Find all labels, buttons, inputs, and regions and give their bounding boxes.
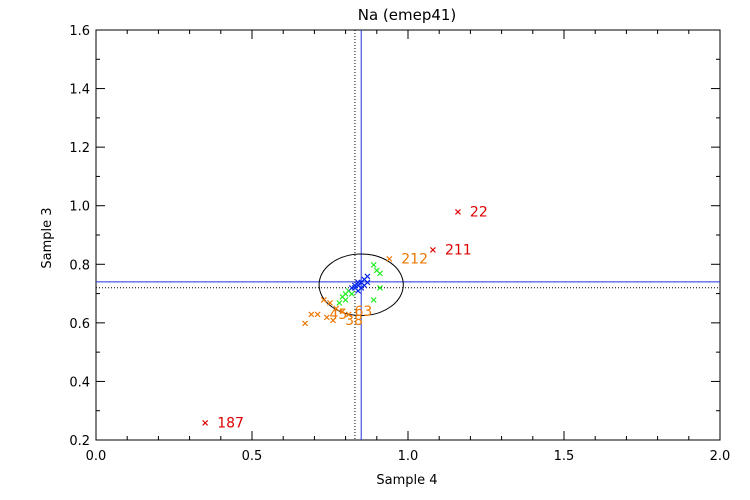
data-point: × xyxy=(307,310,315,321)
data-point: × xyxy=(313,310,321,321)
data-point: × xyxy=(351,283,359,294)
x-axis-label: Sample 4 xyxy=(376,473,437,488)
y-tick-label: 0.4 xyxy=(69,375,90,390)
confidence-ellipse xyxy=(318,253,404,317)
x-tick-label: 2.0 xyxy=(710,449,731,464)
y-tick-label: 0.8 xyxy=(69,258,90,273)
data-point: × xyxy=(357,277,365,288)
data-point-label: 45 xyxy=(330,307,348,323)
data-point: × xyxy=(351,280,359,291)
plot-area: 0.0 0.5 1.0 1.5 2.0 0.2 0.4 0.6 0.8 1.0 1.2 1.4 1.6 ×… xyxy=(69,24,730,464)
x-tick-label: 1.0 xyxy=(398,449,419,464)
data-point: × xyxy=(335,298,343,309)
y-tick-label: 1.0 xyxy=(69,200,90,215)
data-point: × xyxy=(332,304,340,315)
data-point: × xyxy=(351,283,359,294)
chart-title: Na (emep41) xyxy=(358,6,457,24)
data-point: × xyxy=(360,274,368,285)
data-point: × xyxy=(376,283,384,294)
data-point: × xyxy=(341,289,349,300)
data-point: × xyxy=(329,315,337,326)
data-point-label: 63 xyxy=(354,304,372,320)
data-point: × xyxy=(301,318,309,329)
data-point: × xyxy=(354,286,362,297)
x-tick-label: 1.5 xyxy=(554,449,575,464)
data-point: × xyxy=(201,418,209,429)
data-point-label: 38 xyxy=(345,313,363,329)
data-point: × xyxy=(363,277,371,288)
y-tick-label: 0.6 xyxy=(69,317,90,332)
data-point: × xyxy=(373,266,381,277)
data-point: × xyxy=(320,295,328,306)
data-point: × xyxy=(345,310,353,321)
y-tick-label: 0.2 xyxy=(69,434,90,449)
data-point: × xyxy=(338,307,346,318)
data-point-label: 211 xyxy=(445,243,472,259)
data-point-label: 187 xyxy=(217,415,244,431)
data-point: × xyxy=(369,260,377,271)
x-tick-label: 0.5 xyxy=(242,449,263,464)
data-point: × xyxy=(345,286,353,297)
data-point: × xyxy=(348,283,356,294)
data-point: × xyxy=(326,298,334,309)
x-tick-label: 0.0 xyxy=(86,449,107,464)
data-point: × xyxy=(385,254,393,265)
data-point: × xyxy=(376,269,384,280)
data-point: × xyxy=(338,292,346,303)
data-point: × xyxy=(360,280,368,291)
y-tick-label: 1.2 xyxy=(69,141,90,156)
y-tick-label: 1.6 xyxy=(69,24,90,39)
data-point: × xyxy=(348,289,356,300)
data-point: × xyxy=(357,283,365,294)
y-axis-label: Sample 3 xyxy=(40,207,55,268)
y-tick-label: 1.4 xyxy=(69,83,90,98)
data-point: × xyxy=(363,272,371,283)
data-point-label: 212 xyxy=(401,251,428,267)
data-point: × xyxy=(323,313,331,324)
data-point: × xyxy=(354,280,362,291)
data-point: × xyxy=(429,245,437,256)
data-point: × xyxy=(369,295,377,306)
data-point: × xyxy=(454,207,462,218)
data-point-label: 22 xyxy=(470,205,488,221)
data-point: × xyxy=(341,295,349,306)
data-point: × xyxy=(354,277,362,288)
